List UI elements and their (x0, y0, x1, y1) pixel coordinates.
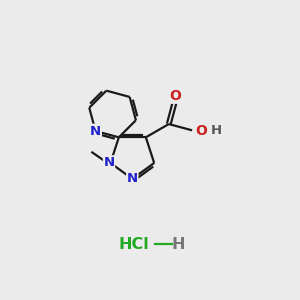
Text: N: N (103, 156, 115, 169)
Text: H: H (210, 124, 221, 137)
Text: H: H (172, 237, 185, 252)
Text: N: N (90, 124, 101, 138)
Text: N: N (127, 172, 138, 185)
Text: HCl: HCl (118, 237, 149, 252)
Text: O: O (169, 89, 181, 103)
Text: O: O (196, 124, 208, 138)
